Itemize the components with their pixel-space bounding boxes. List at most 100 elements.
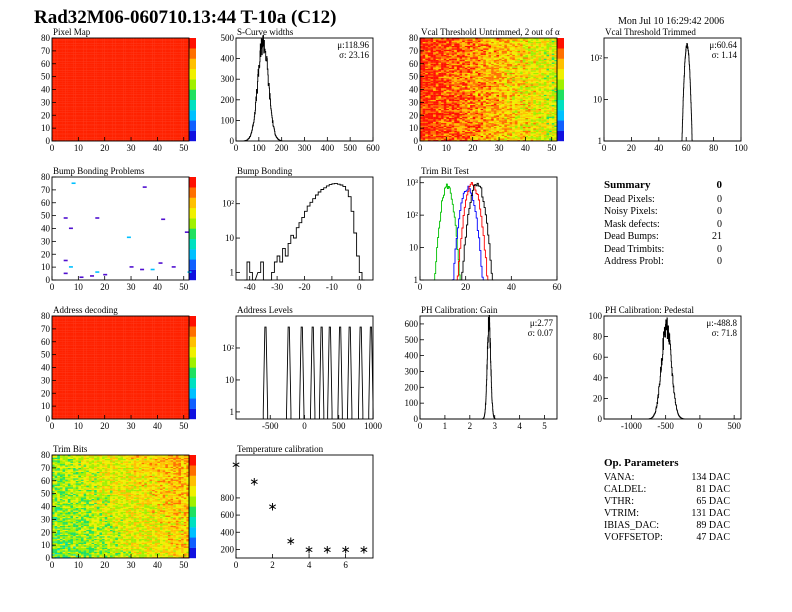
heatmap-cell	[144, 83, 147, 85]
heatmap-cell	[420, 126, 423, 129]
heatmap-cell	[80, 75, 84, 77]
heatmap-cell	[152, 131, 155, 134]
heatmap-cell	[427, 93, 431, 95]
heatmap-cell	[123, 52, 126, 54]
heatmap-cell	[131, 45, 134, 48]
heatmap-cell	[443, 99, 447, 102]
heatmap-cell	[178, 99, 182, 102]
heatmap-cell	[65, 93, 68, 95]
heatmap-cell	[80, 120, 84, 122]
heatmap-cell	[175, 77, 179, 80]
heatmap-cell	[149, 126, 153, 129]
heatmap-cell	[425, 68, 429, 71]
heatmap-cell	[175, 101, 179, 103]
heatmap-cell	[125, 54, 129, 57]
heatmap-cell	[144, 121, 147, 124]
heatmap-cell	[433, 110, 436, 112]
heatmap-cell	[117, 79, 121, 81]
heatmap-cell	[175, 88, 179, 90]
heatmap-cell	[144, 84, 147, 86]
heatmap-cell	[136, 66, 140, 68]
heatmap-cell	[181, 48, 184, 50]
heatmap-cell	[427, 48, 431, 50]
heatmap-cell	[102, 45, 105, 48]
heatmap-cell	[175, 121, 179, 124]
heatmap-cell	[422, 101, 426, 103]
heatmap-cell	[427, 45, 431, 48]
heatmap-cell	[86, 111, 90, 113]
heatmap-cell	[425, 84, 429, 86]
heatmap-cell	[104, 101, 108, 103]
heatmap-cell	[120, 108, 124, 111]
heatmap-cell	[178, 58, 182, 61]
heatmap-cell	[115, 97, 119, 99]
heatmap-cell	[181, 113, 184, 116]
heatmap-cell	[117, 90, 121, 93]
heatmap-cell	[422, 126, 426, 129]
heatmap-cell	[78, 104, 82, 107]
heatmap-cell	[427, 38, 431, 40]
heatmap-cell	[109, 90, 113, 93]
heatmap-cell	[146, 79, 150, 81]
heatmap-cell	[160, 72, 163, 75]
heatmap-cell	[162, 139, 166, 142]
heatmap-cell	[102, 75, 105, 77]
heatmap-cell	[430, 130, 434, 133]
heatmap-cell	[67, 39, 71, 41]
heatmap-cell	[99, 53, 103, 55]
heatmap-cell	[125, 88, 129, 90]
heatmap-cell	[131, 53, 134, 55]
heatmap-cell	[86, 66, 90, 68]
heatmap-cell	[149, 62, 153, 64]
heatmap-cell	[99, 50, 103, 53]
heatmap-cell	[131, 95, 134, 98]
heatmap-cell	[120, 83, 124, 85]
heatmap-cell	[107, 93, 111, 95]
heatmap-cell	[65, 92, 68, 94]
heatmap-cell	[62, 121, 66, 124]
heatmap-cell	[433, 129, 436, 131]
heatmap-cell	[94, 102, 97, 104]
heatmap-cell	[433, 54, 436, 57]
heatmap-cell	[78, 48, 82, 50]
heatmap-cell	[433, 50, 436, 53]
heatmap-cell	[78, 90, 82, 93]
heatmap-cell	[59, 90, 63, 93]
heatmap-cell	[52, 115, 55, 117]
heatmap-cell	[133, 59, 137, 62]
heatmap-cell	[125, 120, 129, 122]
heatmap-cell	[78, 75, 82, 77]
heatmap-cell	[107, 107, 111, 109]
heatmap-cell	[96, 56, 100, 58]
heatmap-cell	[170, 44, 174, 46]
heatmap-cell	[438, 102, 442, 104]
heatmap-cell	[425, 83, 429, 85]
heatmap-cell	[167, 72, 171, 75]
y-tick-label: 0	[46, 136, 51, 146]
heatmap-cell	[144, 39, 147, 41]
heatmap-cell	[162, 112, 166, 115]
heatmap-cell	[75, 57, 79, 59]
heatmap-cell	[133, 81, 137, 84]
heatmap-cell	[67, 70, 71, 72]
heatmap-cell	[173, 62, 176, 64]
heatmap-cell	[435, 62, 439, 64]
heatmap-cell	[86, 65, 90, 67]
heatmap-cell	[123, 131, 126, 134]
y-tick-label: 40	[41, 85, 51, 95]
heatmap-cell	[422, 129, 426, 131]
heatmap-cell	[138, 112, 142, 115]
heatmap-cell	[104, 58, 108, 61]
heatmap-cell	[57, 56, 61, 58]
heatmap-cell	[183, 48, 187, 50]
heatmap-cell	[157, 68, 161, 71]
heatmap-cell	[70, 59, 74, 62]
heatmap-cell	[152, 103, 155, 106]
heatmap-cell	[54, 58, 58, 61]
heatmap-cell	[123, 47, 126, 49]
heatmap-cell	[441, 99, 444, 102]
heatmap-cell	[441, 81, 444, 84]
heatmap-cell	[128, 103, 132, 106]
heatmap-cell	[78, 130, 82, 133]
heatmap-cell	[138, 119, 142, 121]
